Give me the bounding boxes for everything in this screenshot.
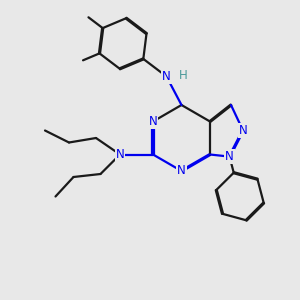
Text: H: H	[178, 69, 188, 82]
Text: N: N	[238, 124, 247, 137]
Text: N: N	[162, 70, 171, 83]
Text: N: N	[148, 115, 158, 128]
Text: N: N	[116, 148, 124, 161]
Text: N: N	[225, 150, 234, 163]
Text: N: N	[177, 164, 186, 178]
